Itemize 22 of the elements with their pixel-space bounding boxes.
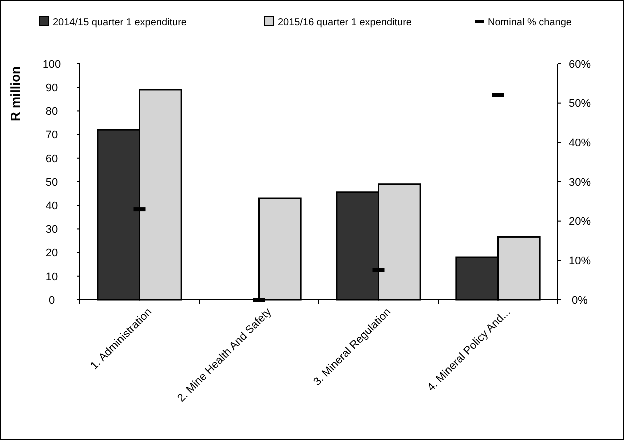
y-tick-label: 80 bbox=[46, 106, 58, 118]
y-axis-title: R million bbox=[8, 66, 23, 122]
y-tick-label: 50 bbox=[46, 176, 58, 189]
y-tick-label: 40 bbox=[46, 200, 58, 212]
y-tick-label: 30 bbox=[46, 224, 58, 236]
y2-tick-label: 20% bbox=[568, 216, 592, 228]
y-tick-label: 60 bbox=[46, 153, 58, 166]
y-tick-label: 70 bbox=[46, 130, 58, 142]
y2-tick-label: 10% bbox=[568, 256, 592, 268]
legend-label: 2014/15 quarter 1 expenditure bbox=[53, 18, 188, 28]
y-tick-label: 90 bbox=[46, 82, 58, 94]
legend-label: 2015/16 quarter 1 expenditure bbox=[278, 18, 412, 28]
legend-label: Nominal % change bbox=[488, 18, 572, 28]
y-tick-label: 10 bbox=[46, 271, 58, 284]
y2-tick-label: 40% bbox=[568, 138, 592, 150]
y2-tick-label: 50% bbox=[568, 98, 592, 110]
y-tick-label: 0 bbox=[48, 294, 56, 307]
y-tick-label: 100 bbox=[42, 58, 62, 71]
y2-tick-label: 30% bbox=[568, 176, 592, 189]
y2-tick-label: 0% bbox=[572, 294, 588, 307]
y2-tick-label: 60% bbox=[568, 58, 592, 71]
y-tick-label: 20 bbox=[46, 248, 58, 260]
